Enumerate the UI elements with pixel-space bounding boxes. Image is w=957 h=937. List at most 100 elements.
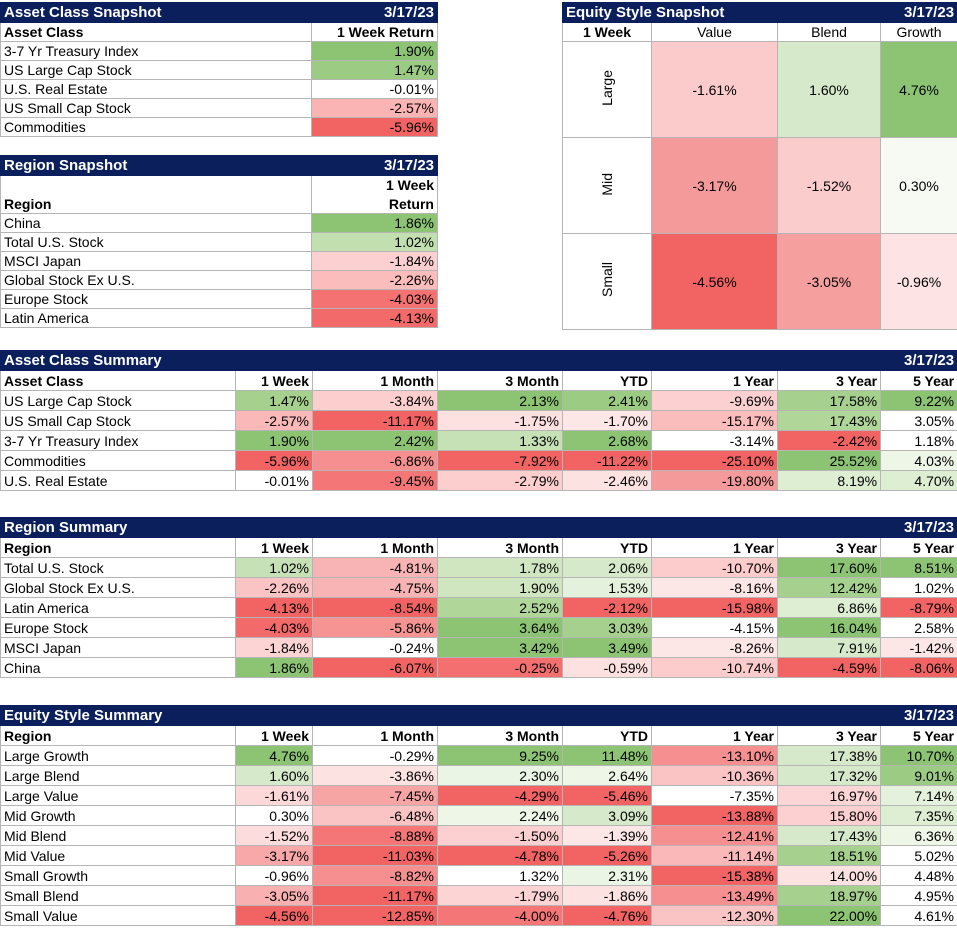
style-snapshot-cell: 4.76% xyxy=(880,41,957,138)
asset-snapshot-value: -5.96% xyxy=(311,117,438,137)
style-summary-row: Small Value -4.56% -12.85% -4.00% -4.76% -12.… xyxy=(0,905,957,926)
region-summary-cell: -0.59% xyxy=(562,657,652,678)
style-summary-cell: 17.32% xyxy=(776,765,882,786)
region-summary-row-name: Global Stock Ex U.S. xyxy=(0,577,236,598)
style-summary-cell: 2.30% xyxy=(437,765,563,786)
asset-summary-cell: 25.52% xyxy=(776,450,882,471)
region-snapshot-value: -4.13% xyxy=(311,308,438,328)
equity-style-summary: Equity Style Summary 3/17/23 Region 1 Week 1… xyxy=(0,705,957,926)
asset-summary-cell: -2.57% xyxy=(235,410,313,431)
region-summary-col-ytd: YTD xyxy=(562,537,652,558)
style-summary-cell: -4.56% xyxy=(235,905,313,926)
style-summary-cell: -12.85% xyxy=(312,905,438,926)
style-summary-cell: 3.09% xyxy=(562,805,652,826)
asset-summary-cell: -2.79% xyxy=(437,470,563,491)
region-summary-cell: 16.04% xyxy=(777,617,881,638)
region-summary-cell: -4.03% xyxy=(235,617,313,638)
style-snapshot-cell: -4.56% xyxy=(651,233,778,330)
region-snapshot-value: -4.03% xyxy=(311,289,438,309)
asset-summary-col-1-week: 1 Week xyxy=(235,370,313,391)
style-summary-cell: -1.39% xyxy=(562,825,652,846)
style-col-value: Value xyxy=(651,22,778,42)
region-summary-cell: -8.54% xyxy=(312,597,438,618)
region-snapshot-name: Europe Stock xyxy=(0,289,312,309)
style-snapshot-cell: 1.60% xyxy=(776,41,882,138)
asset-snapshot-colheads: Asset Class 1 Week Return xyxy=(0,22,438,42)
style-summary-cell: -5.46% xyxy=(562,785,652,806)
region-summary-cell: -8.79% xyxy=(880,597,957,618)
asset-summary-row: 3-7 Yr Treasury Index 1.90% 2.42% 1.33% 2.68… xyxy=(0,430,957,451)
style-summary-cell: -12.30% xyxy=(651,905,778,926)
asset-summary-cell: -9.69% xyxy=(651,390,778,411)
region-summary-cell: 1.53% xyxy=(562,577,652,598)
asset-summary-cell: -5.96% xyxy=(235,450,313,471)
style-summary-col-3-month: 3 Month xyxy=(437,725,563,746)
asset-snapshot-col2: 1 Week Return xyxy=(311,22,438,42)
region-summary-cell: -4.13% xyxy=(235,597,313,618)
region-summary-cell: -4.75% xyxy=(312,577,438,598)
style-summary-cell: 2.31% xyxy=(562,865,652,886)
region-summary-cell: 2.06% xyxy=(562,557,652,578)
style-summary-cell: -5.26% xyxy=(562,845,652,866)
style-summary-cell: -1.52% xyxy=(235,825,313,846)
style-summary-cell: -6.48% xyxy=(312,805,438,826)
region-snapshot-row: Total U.S. Stock 1.02% xyxy=(0,232,438,252)
asset-summary-col-ytd: YTD xyxy=(562,370,652,391)
style-summary-row-name: Small Growth xyxy=(0,865,236,886)
style-summary-row: Mid Growth 0.30% -6.48% 2.24% 3.09% -13.88% 15… xyxy=(0,805,957,826)
style-summary-cell: 0.30% xyxy=(235,805,313,826)
region-summary-row-name: Europe Stock xyxy=(0,617,236,638)
style-summary-cell: -13.49% xyxy=(651,885,778,906)
style-summary-cell: 7.14% xyxy=(880,785,957,806)
asset-summary-cell: -0.01% xyxy=(235,470,313,491)
style-summary-cell: 4.48% xyxy=(880,865,957,886)
asset-summary-cell: -25.10% xyxy=(651,450,778,471)
asset-summary-col-1-year: 1 Year xyxy=(651,370,778,391)
asset-summary-cell: -1.70% xyxy=(562,410,652,431)
region-summary-cell: -8.06% xyxy=(880,657,957,678)
asset-summary-cell: 1.90% xyxy=(235,430,313,451)
region-summary-cell: -1.84% xyxy=(235,637,313,658)
asset-snapshot-header: Asset Class Snapshot 3/17/23 xyxy=(0,2,438,23)
asset-summary-cell: 17.58% xyxy=(776,390,882,411)
style-snapshot-rowlabel: Small xyxy=(562,233,652,330)
region-summary-cell: -4.59% xyxy=(777,657,881,678)
asset-summary-cell: -6.86% xyxy=(312,450,438,471)
style-snapshot-title: Equity Style Snapshot xyxy=(561,2,882,23)
style-snapshot-colheads: 1 Week Value Blend Growth xyxy=(562,22,957,42)
asset-summary-colheads: Asset Class 1 Week 1 Month 3 Month YTD 1 Year… xyxy=(0,370,957,391)
style-summary-cell: 22.00% xyxy=(776,905,882,926)
region-snapshot-title: Region Snapshot xyxy=(0,155,312,176)
equity-style-snapshot: Equity Style Snapshot 3/17/23 1 Week Val… xyxy=(561,2,957,330)
style-summary-cell: -13.88% xyxy=(651,805,778,826)
asset-summary-cell: -3.14% xyxy=(651,430,778,451)
region-summary-cell: 3.64% xyxy=(437,617,563,638)
asset-summary-row-name: US Small Cap Stock xyxy=(0,410,236,431)
style-snapshot-corner: 1 Week xyxy=(562,22,652,42)
region-snapshot-value: -1.84% xyxy=(311,251,438,271)
asset-summary-col-3-year: 3 Year xyxy=(776,370,882,391)
asset-snapshot-col1: Asset Class xyxy=(0,22,312,42)
asset-snapshot-name: Commodities xyxy=(0,117,312,137)
style-summary-cell: 5.02% xyxy=(880,845,957,866)
region-snapshot-name: MSCI Japan xyxy=(0,251,312,271)
region-summary-cell: 1.02% xyxy=(235,557,313,578)
region-summary-col-1-week: 1 Week xyxy=(235,537,313,558)
asset-summary-row: Commodities -5.96% -6.86% -7.92% -11.22% -25.… xyxy=(0,450,957,471)
style-summary-row-name: Small Value xyxy=(0,905,236,926)
style-summary-col-1-month: 1 Month xyxy=(312,725,438,746)
asset-summary-row-name: US Large Cap Stock xyxy=(0,390,236,411)
region-summary-cell: 17.60% xyxy=(777,557,881,578)
style-snapshot-cell: -1.52% xyxy=(776,137,882,234)
style-summary-cell: 4.61% xyxy=(880,905,957,926)
region-summary-cell: -10.74% xyxy=(651,657,778,678)
region-snapshot: Region Snapshot 3/17/23 1 Week Region Re… xyxy=(0,155,438,328)
region-summary-col-1-year: 1 Year xyxy=(651,537,778,558)
style-summary-header: Equity Style Summary 3/17/23 xyxy=(0,705,957,726)
region-summary-row: Europe Stock -4.03% -5.86% 3.64% 3.03% -4.15%… xyxy=(0,617,957,638)
style-summary-cell: -12.41% xyxy=(651,825,778,846)
style-snapshot-header: Equity Style Snapshot 3/17/23 xyxy=(561,2,957,23)
asset-summary-cell: -19.80% xyxy=(651,470,778,491)
style-summary-row-name: Large Value xyxy=(0,785,236,806)
style-summary-row: Mid Value -3.17% -11.03% -4.78% -5.26% -11.14… xyxy=(0,845,957,866)
